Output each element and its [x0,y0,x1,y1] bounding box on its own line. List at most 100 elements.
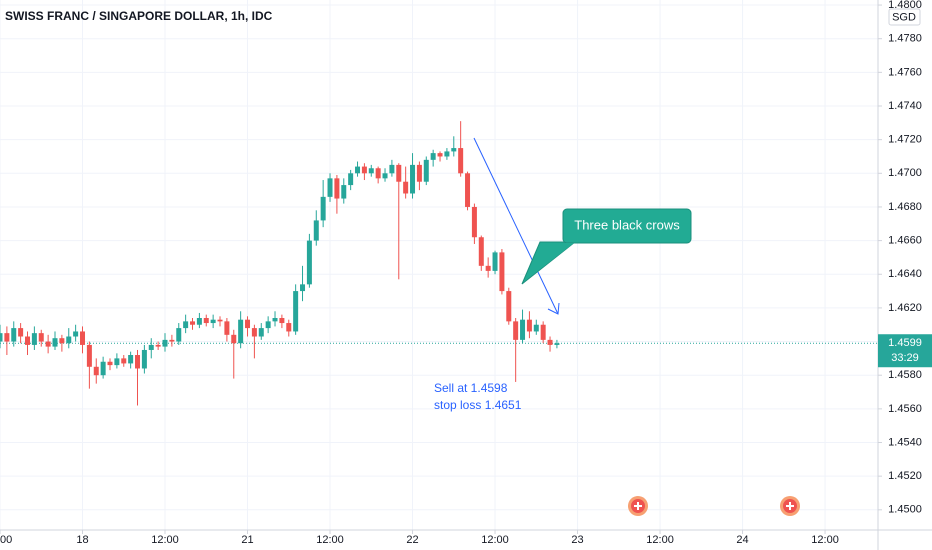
y-tick-label: 1.4580 [888,369,922,381]
y-tick-label: 1.4700 [888,167,922,179]
candle-body [93,366,99,376]
candle-body [520,319,526,340]
x-tick-label: 12:00 [316,534,344,546]
candle-body [31,333,37,345]
candle-body [114,358,120,366]
candle-body [210,319,216,324]
candle-body [135,355,141,369]
grid [0,0,878,530]
y-tick-label: 1.4740 [888,100,922,112]
candle-body [444,151,450,157]
x-tick-label: 12:00 [646,534,674,546]
y-tick-label: 1.4560 [888,403,922,415]
callout-box [562,208,692,244]
candle-body [272,318,278,322]
candle-body [4,333,10,342]
candle-body [382,173,388,179]
candle-body [396,164,402,182]
x-tick-label: 12:00 [811,534,839,546]
x-tick-label: 21 [241,534,253,546]
event-icon[interactable] [628,496,648,516]
candle-body [169,339,175,342]
event-icon[interactable] [780,496,800,516]
y-tick-label: 1.4620 [888,302,922,314]
y-tick-label: 1.4800 [888,0,922,11]
candle-body [265,321,271,329]
note-sell: Sell at 1.4598 [434,381,508,395]
x-tick-label: 00 [0,534,12,546]
candle-body [313,220,319,241]
y-tick-label: 1.4720 [888,134,922,146]
candle-body [306,240,312,285]
candle-body [162,339,168,347]
y-tick-label: 1.4540 [888,436,922,448]
x-tick-label: 23 [571,534,583,546]
x-tick-label: 18 [76,534,88,546]
candle-body [465,173,471,207]
candle-body [423,159,429,182]
candle-body [485,265,491,271]
candle-body [300,284,306,292]
candle-body [231,334,237,344]
candle-body [128,355,134,364]
candle-body [471,206,477,238]
x-tick-label: 12:00 [151,534,179,546]
candle-body [430,153,436,160]
y-tick-label: 1.4640 [888,268,922,280]
candle-body [52,338,58,347]
candle-body [107,361,113,366]
x-tick-label: 22 [406,534,418,546]
candle-body [148,344,154,350]
candle-body [368,168,374,174]
candle-body [547,339,553,345]
candle-body [334,178,340,199]
candle-body [403,181,409,194]
candle-body [410,164,416,194]
candle-body [258,328,264,337]
candle-body [389,164,395,174]
candle-body [121,358,127,364]
last-price-label: 1.4599 [888,337,922,349]
candle-body [100,361,106,376]
candle-body [66,336,72,344]
candle-body [540,324,546,340]
candle-body [375,168,381,179]
currency-box [888,8,921,26]
price-badge: 1.4599 33:29 [878,334,932,368]
callout-tail-fill [525,243,574,281]
last-price-badge [878,334,932,368]
candle-body [59,338,65,344]
currency-label: SGD [892,11,916,23]
candle-body [224,321,230,335]
candle-body [217,319,223,322]
event-icon-plus [786,502,794,510]
y-tick-label: 1.4760 [888,66,922,78]
candle-body [183,321,189,329]
candle-body [155,344,161,347]
candle-body [361,166,367,174]
candle-body [478,237,484,266]
candle-body [238,319,244,344]
y-tick-label: 1.4500 [888,504,922,516]
x-tick-label: 12:00 [481,534,509,546]
arrow-head [547,302,560,315]
candle-body [141,349,147,369]
candle-body [458,148,464,174]
candle-body [526,319,532,332]
candle-body [416,164,422,182]
candle-body [293,291,299,332]
y-tick-label: 1.4660 [888,235,922,247]
candle-body [38,333,44,342]
candle-body [73,331,79,337]
candle-body [0,333,3,342]
y-tick-label: 1.4520 [888,470,922,482]
candle-body [176,328,182,342]
candle-body [245,319,251,329]
candle-body [327,178,333,197]
candle-body [451,148,457,152]
candle-body [86,344,92,367]
candle-body [45,341,51,347]
candle-body [190,321,196,325]
candle-body [533,324,539,332]
